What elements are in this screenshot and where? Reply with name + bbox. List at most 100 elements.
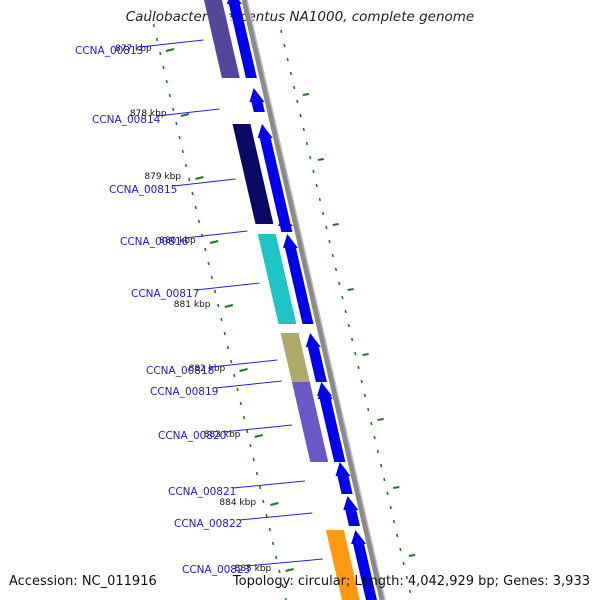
left-guide-dot: [230, 359, 233, 364]
left-guide-dot: [220, 317, 223, 322]
forward-strand-arrow: [257, 124, 291, 224]
right-guide-dot: [338, 281, 341, 286]
right-guide-dot: [408, 589, 412, 594]
right-scale-tick: [377, 418, 384, 421]
left-guide-dot: [207, 261, 210, 266]
forward-strand-arrow: [249, 88, 265, 112]
right-guide-dot: [373, 435, 376, 440]
right-guide-dot: [389, 505, 392, 510]
right-guide-dot: [344, 309, 347, 314]
left-guide-dot: [262, 499, 265, 504]
right-guide-dot: [299, 113, 302, 118]
scale-tick: [270, 502, 279, 506]
left-guide-dot: [162, 65, 165, 70]
right-guide-dot: [331, 253, 334, 258]
scale-tick-label: 884 kbp: [219, 498, 256, 508]
gene-feature-gap: [221, 0, 244, 78]
genome-backbone-highlight: [246, 0, 386, 600]
left-guide-dot: [252, 457, 255, 462]
forward-strand-arrow: [351, 530, 377, 600]
right-scale-tick: [302, 93, 310, 96]
left-guide-dot: [259, 485, 262, 490]
gene-feature-block: [257, 234, 297, 324]
gene-label: CCNA_00823: [182, 564, 250, 576]
left-guide-dot: [268, 527, 271, 532]
right-guide-dot: [396, 533, 399, 538]
scale-tick-label: 879 kbp: [144, 172, 181, 182]
right-guide-dot: [360, 379, 363, 384]
left-guide-dot: [191, 191, 194, 196]
right-guide-dot: [357, 365, 360, 370]
right-scale-tick: [408, 554, 416, 557]
right-guide-dot: [363, 393, 367, 398]
right-guide-dot: [312, 169, 315, 174]
scale-tick: [165, 48, 175, 52]
scale-tick-label: 877 kbp: [115, 44, 152, 54]
gene-feature-gap: [275, 234, 301, 324]
gene-label-leader: [210, 359, 278, 368]
forward-strand-arrow: [317, 385, 346, 462]
gene-label: CCNA_00818: [146, 365, 214, 377]
right-guide-dot: [399, 547, 402, 552]
right-guide-dot: [405, 575, 408, 580]
gene-label: CCNA_00815: [109, 184, 177, 196]
gene-label: CCNA_00816: [120, 236, 189, 248]
left-guide-dot: [265, 513, 268, 518]
right-scale-tick: [332, 223, 339, 226]
gene-feature-block: [280, 333, 310, 382]
left-guide-dot: [178, 135, 181, 140]
left-guide-dot: [172, 107, 175, 112]
gene-label-leader: [214, 380, 282, 389]
right-guide-dot: [286, 57, 289, 62]
right-guide-dot: [305, 141, 309, 146]
forward-strand-arrow: [283, 234, 314, 324]
right-guide-dot: [367, 407, 370, 412]
scale-tick-label: 881 kbp: [174, 300, 211, 310]
scale-tick: [285, 568, 294, 572]
scale-tick-label: 882 kbp: [189, 364, 226, 374]
left-guide-dot: [188, 177, 191, 182]
right-guide-dot: [386, 491, 389, 496]
right-guide-dot: [283, 43, 286, 48]
right-guide-dot: [347, 323, 350, 328]
forward-strand-arrow: [335, 462, 353, 494]
left-guide-dot: [249, 443, 252, 448]
gene-label-leader: [156, 108, 220, 117]
gene-label-leader: [184, 230, 248, 239]
gene-label-leader: [238, 512, 313, 521]
gene-feature-gap: [343, 530, 364, 600]
scale-tick: [180, 113, 190, 117]
gene-label: CCNA_00817: [131, 288, 199, 300]
right-guide-dot: [350, 337, 354, 342]
genome-backbone: [241, 0, 385, 600]
right-guide-dot: [328, 239, 331, 244]
left-guide-dot: [155, 37, 159, 42]
scale-tick-label: 883 kbp: [204, 430, 241, 440]
left-guide-dot: [275, 555, 278, 560]
right-guide-dot: [370, 421, 373, 426]
left-guide-dot: [165, 79, 168, 84]
left-guide-dot: [236, 387, 239, 392]
gene-label: CCNA_00820: [158, 430, 226, 442]
left-guide-dot: [149, 9, 152, 14]
left-guide-dot: [213, 289, 217, 294]
gene-label-leader: [195, 282, 260, 291]
left-guide-dot: [233, 373, 236, 378]
left-guide-dot: [281, 583, 284, 588]
right-guide-dot: [318, 197, 322, 202]
right-guide-dot: [354, 351, 357, 356]
gene-label-leader: [232, 480, 305, 489]
scale-tick-label: 880 kbp: [159, 236, 196, 246]
left-guide-dot: [278, 569, 281, 574]
gene-feature-block: [325, 530, 360, 600]
accession-text: Accession: NC_011916: [9, 574, 157, 589]
gene-feature-block: [291, 382, 329, 462]
right-guide-dot: [309, 155, 312, 160]
left-guide-dot: [246, 429, 249, 434]
right-guide-dot: [334, 267, 338, 272]
right-guide-dot: [325, 225, 328, 230]
scale-tick: [209, 240, 219, 244]
genome-summary-text: Topology: circular; Length: 4,042,929 bp…: [232, 574, 590, 589]
right-guide-dot: [376, 449, 379, 454]
gene-label: CCNA_00819: [150, 386, 218, 398]
